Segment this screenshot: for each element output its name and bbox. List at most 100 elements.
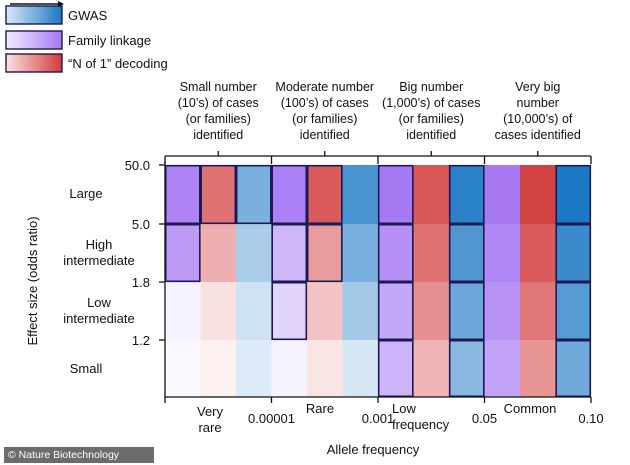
cell-g0-family_linkage-r0 xyxy=(165,165,201,224)
y-tick-label-0: 50.0 xyxy=(125,158,150,173)
y-tick-label-2: 1.8 xyxy=(132,275,150,290)
y-tick-label-1: 5.0 xyxy=(132,217,150,232)
cell-g1-family_linkage-r2 xyxy=(271,282,307,340)
cell-g3-n_of_1_decoding-r2 xyxy=(520,282,556,340)
cell-g0-n_of_1_decoding-r2 xyxy=(200,282,236,340)
y-axis-labels: 50.05.01.81.2LargeHighintermediateLowint… xyxy=(25,158,150,376)
cell-g0-gwas-r2 xyxy=(236,282,272,340)
credit-label: © Nature Biotechnology xyxy=(4,447,154,463)
cell-g3-family_linkage-r3 xyxy=(484,340,520,397)
y-tick-label-3: 1.2 xyxy=(132,333,150,348)
outline-0-r0 xyxy=(164,164,201,225)
legend-arrow-head xyxy=(58,1,64,7)
legend-label-1: Family linkage xyxy=(68,33,151,48)
cell-g1-gwas-r0 xyxy=(342,165,378,224)
cell-g2-family_linkage-r2 xyxy=(378,282,414,340)
outline-6-r3 xyxy=(448,339,485,398)
group-header-2-line-2: (or families) xyxy=(399,112,464,126)
y-category-0-line-0: Large xyxy=(69,186,102,201)
cell-g0-n_of_1_decoding-r0 xyxy=(200,165,236,224)
outline-6-r2 xyxy=(448,281,485,341)
cell-g2-family_linkage-r3 xyxy=(378,340,414,397)
cell-g3-n_of_1_decoding-r1 xyxy=(520,224,556,282)
outline-5-r2 xyxy=(377,281,414,341)
cell-g0-family_linkage-r3 xyxy=(165,340,201,397)
outline-6-r0 xyxy=(448,164,485,225)
group-header-1-line-1: (100’s) of cases xyxy=(281,96,369,110)
outline-0-r1 xyxy=(164,223,201,283)
cell-g0-family_linkage-r2 xyxy=(165,282,201,340)
outline-3-r0 xyxy=(271,164,308,225)
cell-g2-gwas-r1 xyxy=(449,224,485,282)
y-axis-title: Effect size (odds ratio) xyxy=(25,216,40,345)
group-header-1-line-0: Moderate number xyxy=(275,80,374,94)
cell-g2-n_of_1_decoding-r3 xyxy=(413,340,449,397)
cell-g3-n_of_1_decoding-r3 xyxy=(520,340,556,397)
cell-g1-family_linkage-r3 xyxy=(271,340,307,397)
legend: GWAS Family linkage “N of 1” decoding xyxy=(5,1,168,73)
outline-1-r0 xyxy=(200,164,237,225)
group-header-3-line-0: Very big xyxy=(515,80,560,94)
outline-7-r1 xyxy=(555,223,592,283)
x-group-2-line-0: Low xyxy=(392,401,416,416)
outline-7-r2 xyxy=(555,281,592,341)
legend-swatch-0 xyxy=(5,5,63,25)
legend-label-0: GWAS xyxy=(68,8,108,23)
group-header-2-line-3: identified xyxy=(406,128,456,142)
cell-g1-family_linkage-r1 xyxy=(271,224,307,282)
cell-g2-n_of_1_decoding-r1 xyxy=(413,224,449,282)
cell-g2-gwas-r3 xyxy=(449,340,485,397)
legend-label-2: “N of 1” decoding xyxy=(68,56,168,71)
outline-5-r0 xyxy=(377,164,414,225)
y-category-3-line-0: Small xyxy=(70,361,103,376)
outline-4-r1 xyxy=(306,223,343,283)
x-tick-label-1: 0.001 xyxy=(362,411,395,426)
cell-g3-gwas-r1 xyxy=(555,224,591,282)
cell-g3-gwas-r0 xyxy=(555,165,591,224)
x-group-2-line-1: frequency xyxy=(392,417,450,432)
heatmap-cells xyxy=(165,165,591,397)
cell-g0-family_linkage-r1 xyxy=(165,224,201,282)
group-header-1-line-2: (or families) xyxy=(292,112,357,126)
outline-3-r2 xyxy=(271,281,308,341)
outline-7-r0 xyxy=(555,164,592,225)
cell-g1-n_of_1_decoding-r3 xyxy=(307,340,343,397)
cell-g3-n_of_1_decoding-r0 xyxy=(520,165,556,224)
group-header-3-line-3: cases identified xyxy=(495,128,581,142)
cell-g0-gwas-r0 xyxy=(236,165,272,224)
outline-7-r3 xyxy=(555,339,592,398)
group-header-1-line-3: identified xyxy=(300,128,350,142)
cell-g3-gwas-r2 xyxy=(555,282,591,340)
cell-g2-family_linkage-r0 xyxy=(378,165,414,224)
outline-2-r0 xyxy=(235,164,272,225)
cell-g0-gwas-r3 xyxy=(236,340,272,397)
cell-g2-family_linkage-r1 xyxy=(378,224,414,282)
cell-g2-n_of_1_decoding-r0 xyxy=(413,165,449,224)
outline-5-r3 xyxy=(377,339,414,398)
cell-g0-gwas-r1 xyxy=(236,224,272,282)
group-header-2-line-0: Big number xyxy=(399,80,463,94)
group-header-0-line-2: (or families) xyxy=(186,112,251,126)
y-category-1-line-0: High xyxy=(86,237,113,252)
x-tick-label-3: 0.10 xyxy=(578,411,603,426)
outline-3-r1 xyxy=(271,223,308,283)
cell-g0-n_of_1_decoding-r1 xyxy=(200,224,236,282)
outline-5-r1 xyxy=(377,223,414,283)
cell-g2-n_of_1_decoding-r2 xyxy=(413,282,449,340)
y-category-2-line-0: Low xyxy=(87,295,111,310)
x-tick-label-0: 0.00001 xyxy=(248,411,295,426)
y-category-2-line-1: intermediate xyxy=(63,311,135,326)
group-header-3-line-2: (10,000’s) of xyxy=(503,112,573,126)
group-header-3-line-1: number xyxy=(517,96,559,110)
cell-g1-family_linkage-r0 xyxy=(271,165,307,224)
x-group-0-line-1: rare xyxy=(198,420,221,435)
cell-g1-gwas-r1 xyxy=(342,224,378,282)
group-header-0-line-1: (10’s) of cases xyxy=(178,96,259,110)
highlight-outlines xyxy=(164,164,592,398)
outline-4-r0 xyxy=(306,164,343,225)
outline-6-r1 xyxy=(448,223,485,283)
cell-g3-family_linkage-r2 xyxy=(484,282,520,340)
y-category-1-line-1: intermediate xyxy=(63,253,135,268)
cell-g1-n_of_1_decoding-r0 xyxy=(307,165,343,224)
